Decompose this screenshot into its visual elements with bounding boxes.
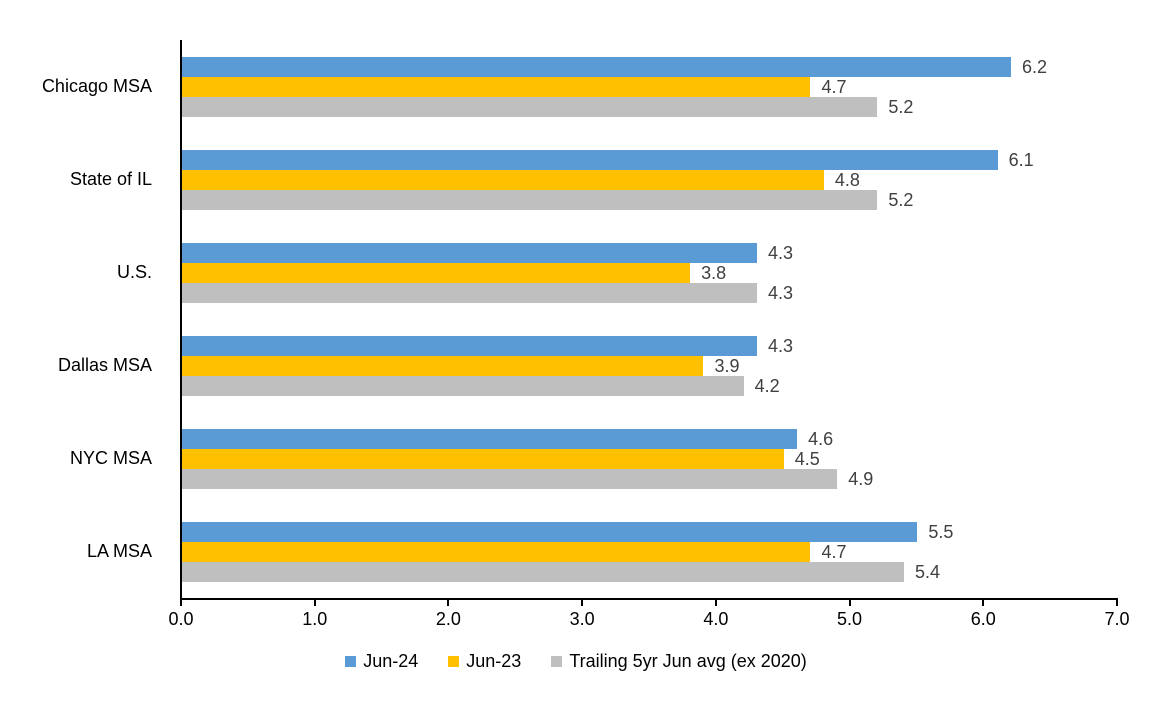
bar-value-label: 4.8 — [834, 169, 860, 190]
bar-line: 6.2 — [182, 56, 1118, 77]
bar-line: 4.8 — [182, 169, 1118, 190]
bar-value-label: 4.2 — [754, 375, 780, 396]
bar-line: 6.1 — [182, 149, 1118, 170]
bar-jun-24 — [182, 521, 918, 542]
bar-trailing-5yr-jun-avg-ex-2020- — [182, 561, 905, 582]
bar-value-label: 4.3 — [767, 242, 793, 263]
x-axis-tick-label: 0.0 — [168, 609, 194, 629]
legend-item-jun-23: Jun-23 — [448, 651, 521, 672]
category-label: Dallas MSA — [57, 355, 152, 375]
bar-line: 5.2 — [182, 96, 1118, 117]
bar-value-label: 6.1 — [1008, 149, 1034, 170]
bar-value-label: 5.4 — [915, 561, 941, 582]
category-label: State of IL — [69, 169, 152, 189]
legend-label: Trailing 5yr Jun avg (ex 2020) — [569, 651, 807, 671]
bar-value-label: 6.2 — [1022, 56, 1048, 77]
x-axis-tick-label: 7.0 — [1104, 609, 1130, 629]
bar-line: 5.4 — [182, 561, 1118, 582]
x-axis-tick-label: 3.0 — [569, 609, 595, 629]
bar-value-label: 5.5 — [928, 521, 954, 542]
bar-group-la-msa: 5.5 4.7 5.4 — [182, 505, 1118, 598]
bar-value-label: 4.3 — [767, 282, 793, 303]
bar-jun-23 — [182, 262, 691, 283]
bar-line: 4.2 — [182, 375, 1118, 396]
category-label: Chicago MSA — [41, 76, 152, 96]
x-axis-tick — [714, 600, 717, 606]
bar-line: 5.5 — [182, 521, 1118, 542]
bar-value-label: 4.7 — [821, 76, 847, 97]
bar-value-label: 4.9 — [848, 468, 874, 489]
category-label: NYC MSA — [69, 448, 152, 468]
bar-value-label: 3.8 — [701, 262, 727, 283]
x-axis-tick — [447, 600, 450, 606]
bar-value-label: 4.5 — [794, 448, 820, 469]
bar-value-label: 3.9 — [714, 355, 740, 376]
bar-jun-24 — [182, 149, 998, 170]
category-label: U.S. — [116, 262, 152, 282]
bar-group-dallas-msa: 4.3 3.9 4.2 — [182, 319, 1118, 412]
bar-trailing-5yr-jun-avg-ex-2020- — [182, 282, 757, 303]
bar-value-label: 5.2 — [888, 96, 914, 117]
x-axis-tick-label: 5.0 — [837, 609, 863, 629]
y-axis-category-labels: Chicago MSA State of IL U.S. Dallas MSA NYC … — [0, 40, 166, 598]
x-axis-tick — [581, 600, 584, 606]
legend-label: Jun-23 — [466, 651, 522, 671]
bar-trailing-5yr-jun-avg-ex-2020- — [182, 96, 878, 117]
x-axis-tick-label: 2.0 — [435, 609, 461, 629]
bar-value-label: 4.6 — [808, 428, 834, 449]
x-axis-tick — [982, 600, 985, 606]
bar-value-label: 5.2 — [888, 189, 914, 210]
x-axis-tick — [1116, 600, 1118, 606]
legend-item-trailing-5yr-jun-avg-ex-2020-: Trailing 5yr Jun avg (ex 2020) — [551, 651, 807, 672]
bar-trailing-5yr-jun-avg-ex-2020- — [182, 189, 878, 210]
bar-jun-23 — [182, 76, 811, 97]
plot-area: 6.2 4.7 5.2 6.1 4.8 5.2 4.3 3.8 4.3 4.3 3.9 4.2 4.6 4… — [180, 40, 1118, 600]
bar-jun-23 — [182, 169, 824, 190]
bar-trailing-5yr-jun-avg-ex-2020- — [182, 468, 838, 489]
bar-jun-23 — [182, 541, 811, 562]
legend-swatch-icon — [345, 656, 357, 667]
legend: Jun-24 Jun-23 Trailing 5yr Jun avg (ex 202… — [0, 651, 1152, 672]
category-label: LA MSA — [86, 541, 152, 561]
bar-jun-24 — [182, 56, 1012, 77]
bar-line: 4.6 — [182, 428, 1118, 449]
bar-group-chicago-msa: 6.2 4.7 5.2 — [182, 40, 1118, 133]
x-axis-tick-label: 6.0 — [970, 609, 996, 629]
legend-swatch-icon — [551, 656, 563, 667]
bar-line: 4.5 — [182, 448, 1118, 469]
x-axis-tick — [180, 600, 182, 606]
bar-jun-24 — [182, 242, 757, 263]
bar-group-u-s-: 4.3 3.8 4.3 — [182, 226, 1118, 319]
x-axis-tick-label: 1.0 — [302, 609, 328, 629]
bar-trailing-5yr-jun-avg-ex-2020- — [182, 375, 744, 396]
bar-jun-24 — [182, 428, 798, 449]
legend-swatch-icon — [448, 656, 460, 667]
bar-jun-23 — [182, 448, 784, 469]
bar-group-state-of-il: 6.1 4.8 5.2 — [182, 133, 1118, 226]
bar-line: 3.9 — [182, 355, 1118, 376]
bar-line: 4.3 — [182, 242, 1118, 263]
x-axis-tick-label: 4.0 — [703, 609, 729, 629]
x-axis-tick — [313, 600, 316, 606]
bar-jun-24 — [182, 335, 757, 356]
bar-line: 4.3 — [182, 282, 1118, 303]
bar-value-label: 4.3 — [767, 335, 793, 356]
bar-line: 3.8 — [182, 262, 1118, 283]
legend-item-jun-24: Jun-24 — [345, 651, 418, 672]
x-axis-tick — [848, 600, 851, 606]
bar-line: 4.7 — [182, 76, 1118, 97]
bar-value-label: 4.7 — [821, 541, 847, 562]
bar-line: 4.7 — [182, 541, 1118, 562]
bar-jun-23 — [182, 355, 704, 376]
bar-line: 4.9 — [182, 468, 1118, 489]
bar-line: 5.2 — [182, 189, 1118, 210]
bar-group-nyc-msa: 4.6 4.5 4.9 — [182, 412, 1118, 505]
bar-line: 4.3 — [182, 335, 1118, 356]
legend-label: Jun-24 — [363, 651, 419, 671]
